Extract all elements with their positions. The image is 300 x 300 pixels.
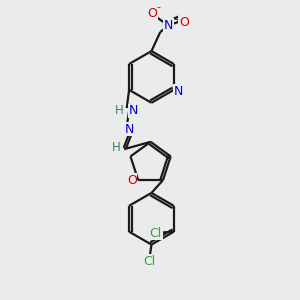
Text: Cl: Cl bbox=[149, 226, 162, 240]
Text: H: H bbox=[115, 104, 124, 118]
Text: O: O bbox=[127, 174, 136, 187]
Text: O: O bbox=[179, 16, 189, 29]
Text: H: H bbox=[112, 141, 121, 154]
Text: N: N bbox=[125, 123, 134, 136]
Text: +: + bbox=[173, 15, 181, 25]
Text: Cl: Cl bbox=[143, 255, 155, 268]
Text: N: N bbox=[129, 104, 139, 118]
Text: N: N bbox=[164, 19, 173, 32]
Text: O: O bbox=[147, 7, 157, 20]
Text: N: N bbox=[174, 85, 183, 98]
Text: -: - bbox=[157, 2, 161, 12]
